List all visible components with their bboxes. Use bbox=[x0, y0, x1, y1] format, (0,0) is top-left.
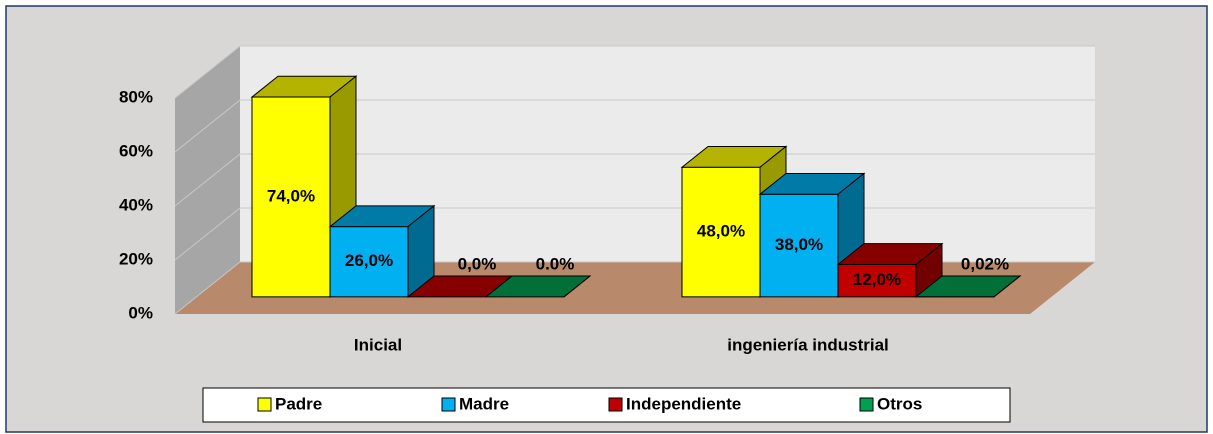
legend-label: Padre bbox=[275, 394, 322, 413]
x-tick-label: Inicial bbox=[354, 335, 402, 354]
value-label: 0,02% bbox=[961, 254, 1009, 273]
legend-swatch bbox=[859, 397, 874, 412]
grid-line bbox=[174, 99, 1095, 153]
legend-swatch bbox=[608, 397, 623, 412]
legend-swatch bbox=[441, 397, 456, 412]
value-label: 26,0% bbox=[345, 251, 393, 270]
value-label: 48,0% bbox=[697, 222, 745, 241]
value-label: 12,0% bbox=[853, 270, 901, 289]
value-label: 38,0% bbox=[775, 235, 823, 254]
legend-label: Independiente bbox=[626, 394, 741, 413]
grid-line bbox=[174, 45, 1095, 99]
y-tick-label: 40% bbox=[119, 195, 153, 214]
value-label: 0,0% bbox=[458, 254, 497, 273]
x-tick-label: ingeniería industrial bbox=[727, 335, 889, 354]
y-tick-label: 20% bbox=[119, 249, 153, 268]
value-label: 0.0% bbox=[536, 254, 575, 273]
bar-front bbox=[759, 193, 839, 298]
y-tick-label: 80% bbox=[119, 87, 153, 106]
bar-front bbox=[329, 226, 409, 298]
legend-swatch bbox=[257, 397, 272, 412]
grid-line bbox=[174, 153, 1095, 207]
value-label: 74,0% bbox=[267, 186, 315, 205]
legend-box bbox=[202, 387, 1011, 423]
bar-side bbox=[563, 275, 591, 298]
legend-label: Madre bbox=[459, 394, 509, 413]
bar-front bbox=[251, 96, 331, 298]
bar-side bbox=[993, 274, 1021, 298]
y-tick-label: 0% bbox=[128, 303, 153, 322]
y-tick-label: 60% bbox=[119, 141, 153, 160]
legend-label: Otros bbox=[877, 394, 922, 413]
